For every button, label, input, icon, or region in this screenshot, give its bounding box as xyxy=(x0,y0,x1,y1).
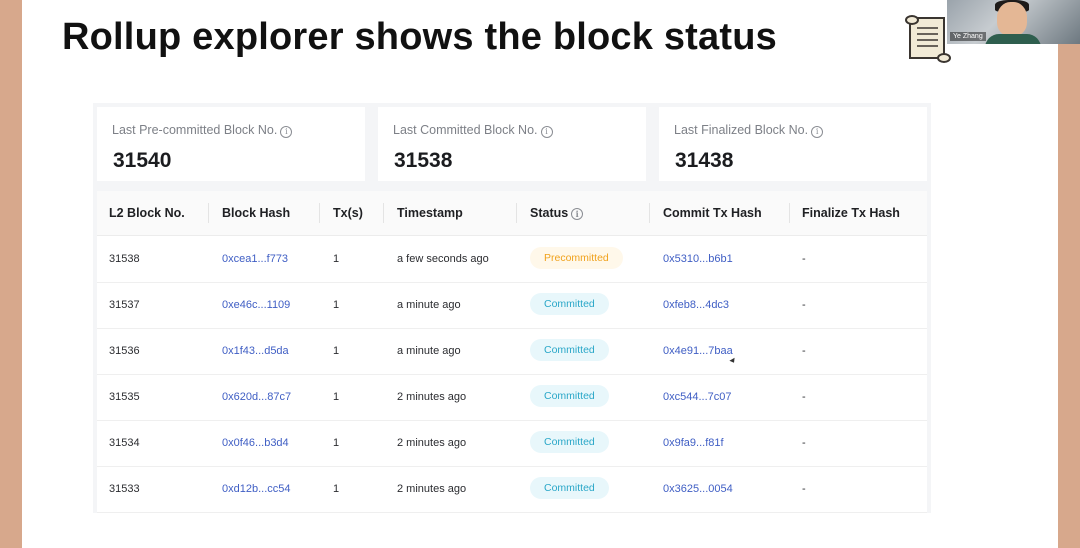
status-badge: Committed xyxy=(530,385,609,407)
stat-value: 31540 xyxy=(113,149,172,172)
cell-block-number[interactable]: 31536 xyxy=(109,345,140,357)
cell-finalize-tx-hash: - xyxy=(802,391,806,403)
cell-commit-tx-hash[interactable]: 0x4e91...7baa xyxy=(663,345,733,357)
blocks-table: L2 Block No. Block Hash Tx(s) Timestamp … xyxy=(97,191,927,513)
cell-finalize-tx-hash: - xyxy=(802,253,806,265)
table-row: 31534 0x0f46...b3d4 1 2 minutes ago Comm… xyxy=(97,420,927,467)
table-row: 31537 0xe46c...1109 1 a minute ago Commi… xyxy=(97,282,927,329)
cell-timestamp: a few seconds ago xyxy=(397,253,489,265)
cell-block-number[interactable]: 31533 xyxy=(109,483,140,495)
cell-finalize-tx-hash: - xyxy=(802,437,806,449)
table-row: 31538 0xcea1...f773 1 a few seconds ago … xyxy=(97,236,927,283)
header-status: Status i xyxy=(530,206,584,220)
cell-commit-tx-hash[interactable]: 0xc544...7c07 xyxy=(663,391,732,403)
scroll-logo-icon xyxy=(905,15,951,63)
cell-txs: 1 xyxy=(333,391,340,403)
cell-commit-tx-hash[interactable]: 0xfeb8...4dc3 xyxy=(663,299,730,311)
cell-txs: 1 xyxy=(333,345,340,357)
status-badge: Committed xyxy=(530,339,609,361)
cell-finalize-tx-hash: - xyxy=(802,299,806,311)
cell-txs: 1 xyxy=(333,299,340,311)
cell-timestamp: 2 minutes ago xyxy=(397,391,467,403)
cell-txs: 1 xyxy=(333,437,340,449)
cell-timestamp: a minute ago xyxy=(397,299,461,311)
info-icon[interactable]: i xyxy=(571,208,584,220)
stat-label: Last Committed Block No. i xyxy=(393,123,553,138)
cell-block-number[interactable]: 31535 xyxy=(109,391,140,403)
cell-block-number[interactable]: 31538 xyxy=(109,253,140,265)
table-row: 31533 0xd12b...cc54 1 2 minutes ago Comm… xyxy=(97,466,927,513)
table-row: 31536 0x1f43...d5da 1 a minute ago Commi… xyxy=(97,328,927,375)
table-row: 31535 0x620d...87c7 1 2 minutes ago Comm… xyxy=(97,374,927,421)
status-badge: Committed xyxy=(530,293,609,315)
info-icon[interactable]: i xyxy=(811,126,824,138)
cell-block-number[interactable]: 31534 xyxy=(109,437,140,449)
cell-block-hash[interactable]: 0x1f43...d5da xyxy=(222,345,289,357)
header-block-hash: Block Hash xyxy=(222,206,291,220)
cell-txs: 1 xyxy=(333,483,340,495)
rollup-explorer: Last Pre-committed Block No. i 31540 Last… xyxy=(93,103,931,513)
cell-block-hash[interactable]: 0xd12b...cc54 xyxy=(222,483,291,495)
header-commit-tx-hash: Commit Tx Hash xyxy=(663,206,762,220)
presenter-face xyxy=(997,2,1027,36)
info-icon[interactable]: i xyxy=(280,126,293,138)
cell-timestamp: 2 minutes ago xyxy=(397,483,467,495)
cell-timestamp: a minute ago xyxy=(397,345,461,357)
presenter-name: Ye Zhang xyxy=(950,32,986,41)
header-timestamp: Timestamp xyxy=(397,206,463,220)
header-finalize-tx-hash: Finalize Tx Hash xyxy=(802,206,900,220)
presenter-webcam: Ye Zhang xyxy=(947,0,1080,44)
status-badge: Committed xyxy=(530,477,609,499)
stat-card-precommitted: Last Pre-committed Block No. i 31540 xyxy=(97,107,365,181)
presenter-shirt xyxy=(985,34,1041,44)
cell-commit-tx-hash[interactable]: 0x5310...b6b1 xyxy=(663,253,733,265)
cell-commit-tx-hash[interactable]: 0x9fa9...f81f xyxy=(663,437,724,449)
stat-card-committed: Last Committed Block No. i 31538 xyxy=(378,107,646,181)
cell-block-number[interactable]: 31537 xyxy=(109,299,140,311)
header-l2-block: L2 Block No. xyxy=(109,206,185,220)
cell-block-hash[interactable]: 0xe46c...1109 xyxy=(222,299,291,311)
header-txs: Tx(s) xyxy=(333,206,363,220)
stat-label: Last Pre-committed Block No. i xyxy=(112,123,293,138)
status-badge: Precommitted xyxy=(530,247,623,269)
cell-finalize-tx-hash: - xyxy=(802,483,806,495)
stat-label: Last Finalized Block No. i xyxy=(674,123,824,138)
cell-txs: 1 xyxy=(333,253,340,265)
cell-block-hash[interactable]: 0x620d...87c7 xyxy=(222,391,292,403)
info-icon[interactable]: i xyxy=(540,126,553,138)
cell-block-hash[interactable]: 0xcea1...f773 xyxy=(222,253,289,265)
cell-finalize-tx-hash: - xyxy=(802,345,806,357)
stat-value: 31438 xyxy=(675,149,734,172)
status-badge: Committed xyxy=(530,431,609,453)
stat-value: 31538 xyxy=(394,149,453,172)
cell-timestamp: 2 minutes ago xyxy=(397,437,467,449)
cell-commit-tx-hash[interactable]: 0x3625...0054 xyxy=(663,483,733,495)
cell-block-hash[interactable]: 0x0f46...b3d4 xyxy=(222,437,289,449)
stat-card-finalized: Last Finalized Block No. i 31438 xyxy=(659,107,927,181)
slide-title: Rollup explorer shows the block status xyxy=(62,16,777,58)
table-header: L2 Block No. Block Hash Tx(s) Timestamp … xyxy=(97,191,927,236)
